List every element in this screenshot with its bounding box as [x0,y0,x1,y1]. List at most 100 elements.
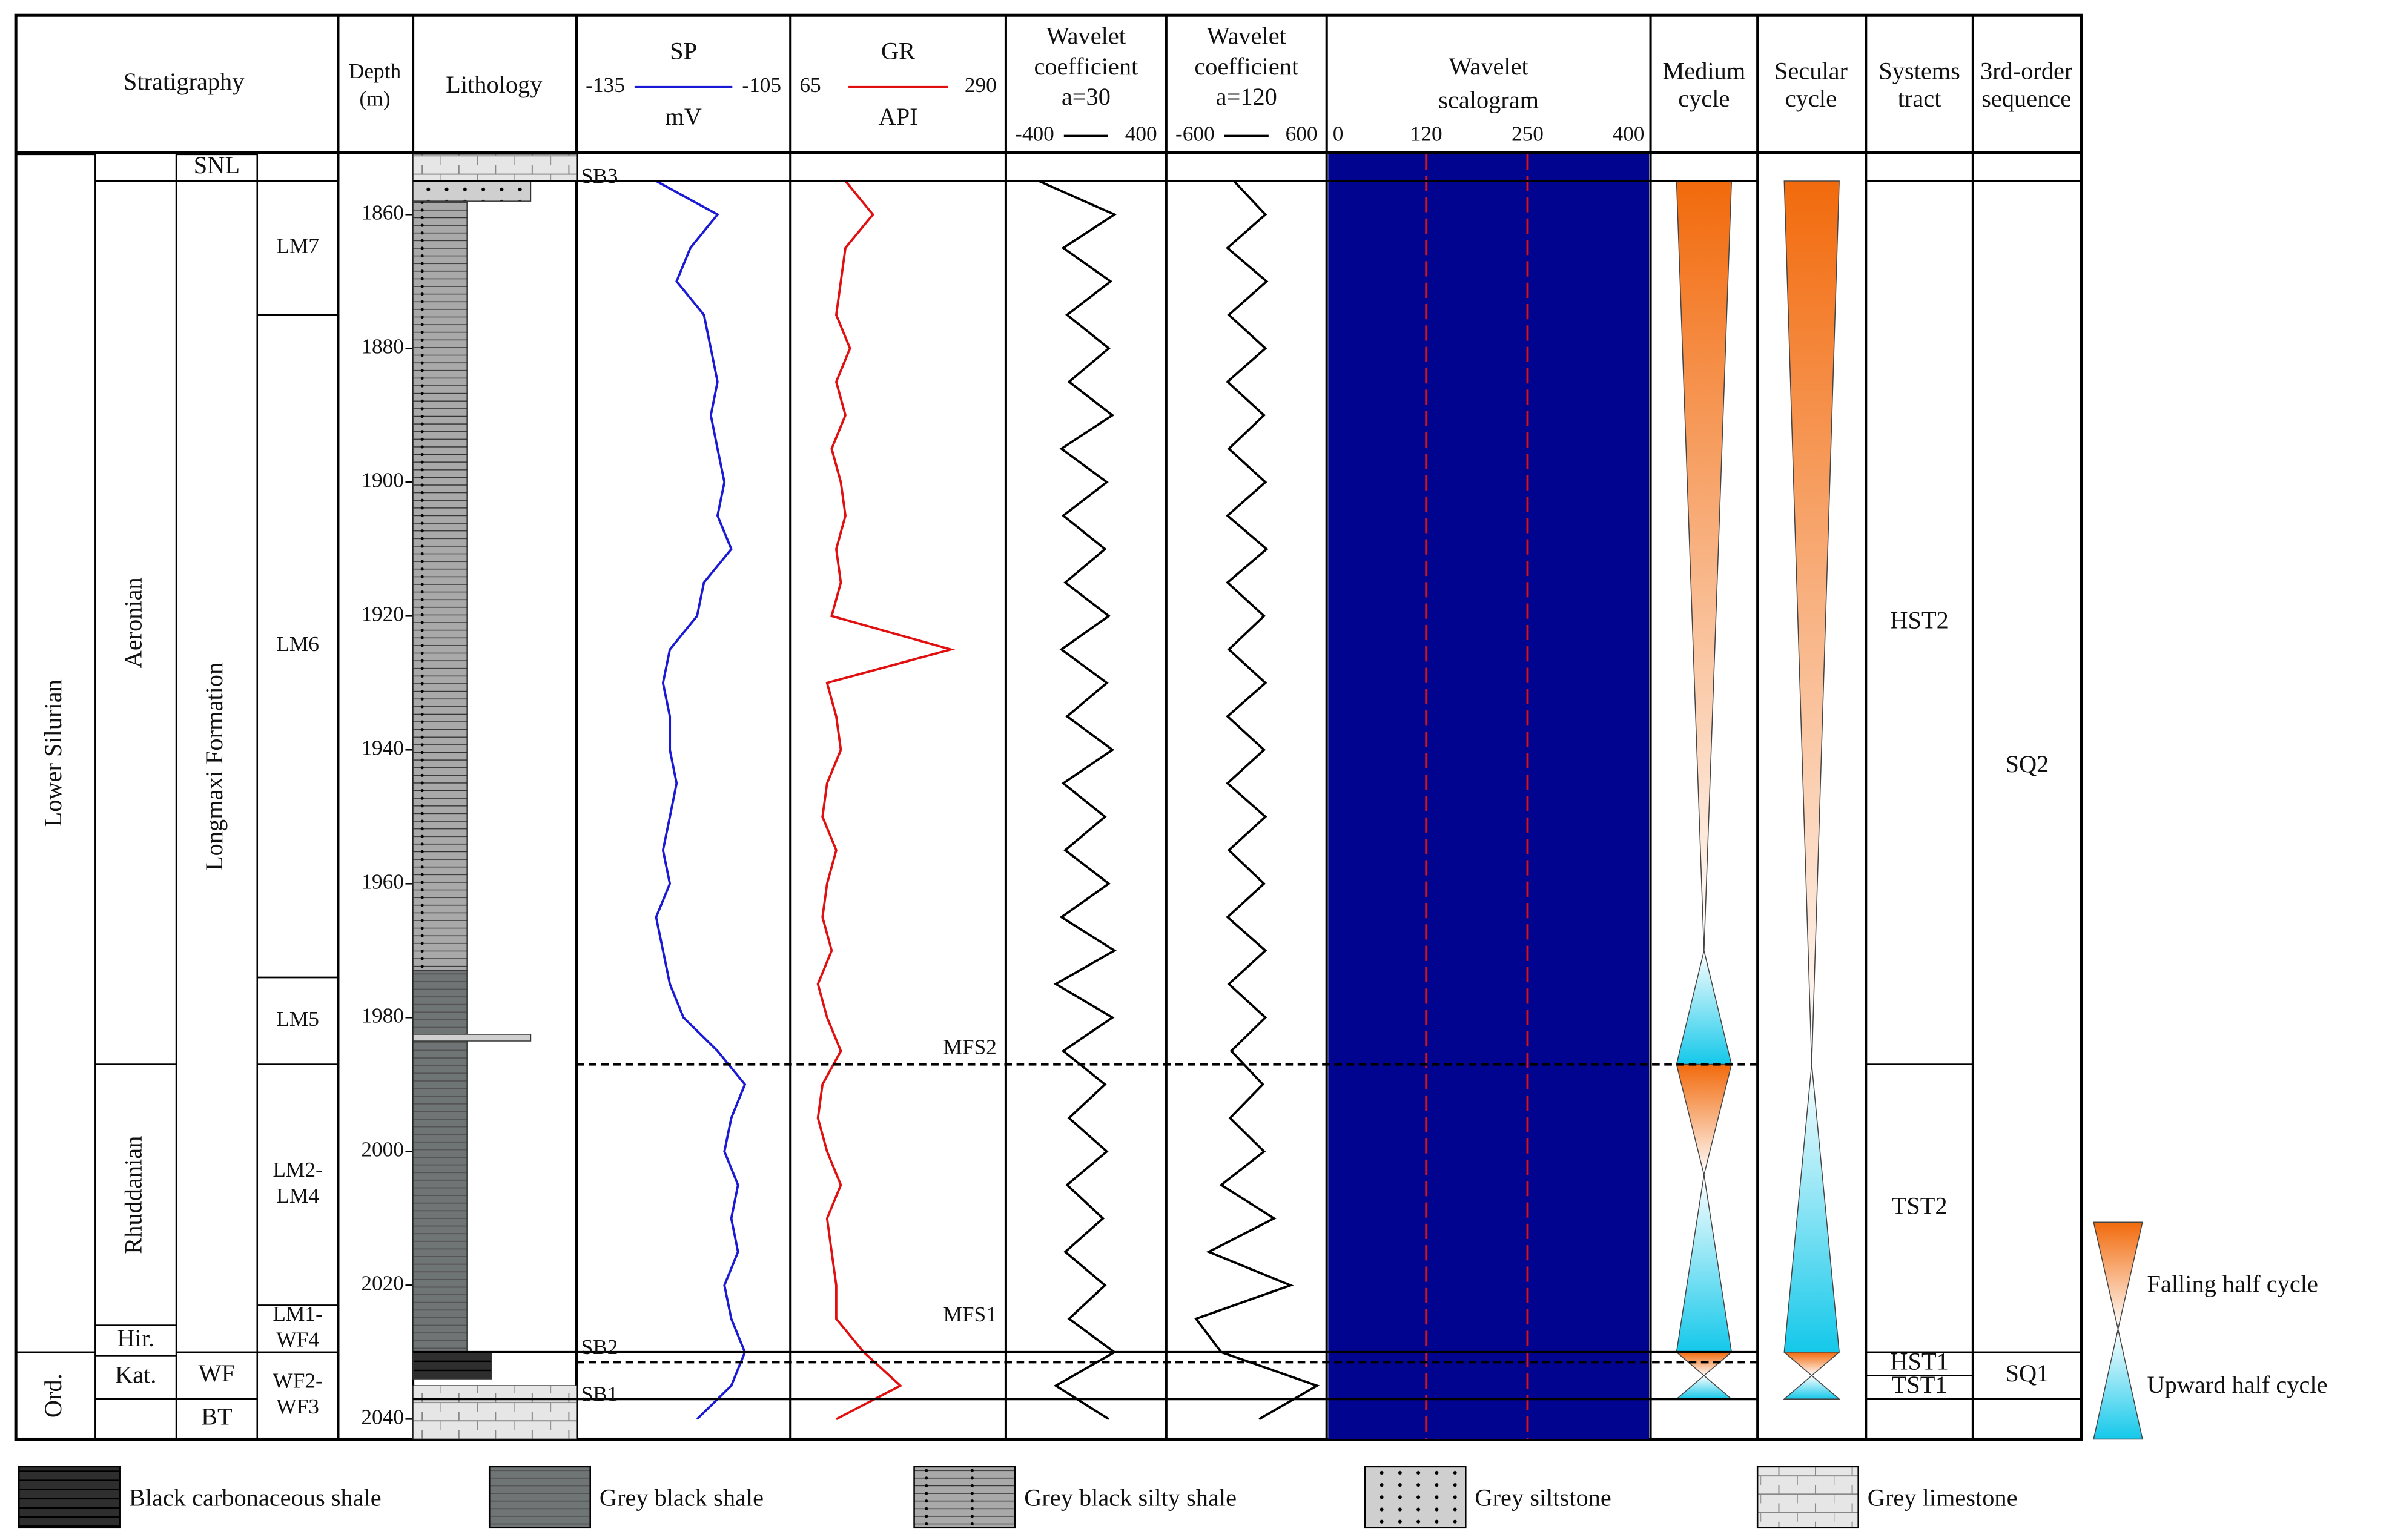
member-label: LM6 [276,632,319,656]
stage-label: Aeronian [119,577,147,668]
header-systems-tract: Systems [1878,57,1960,84]
lithology-interval [412,1385,577,1440]
systems-tract-label: HST1 [1890,1347,1948,1375]
formation-label: SNL [194,151,240,179]
depth-tick-label: 2020 [361,1271,404,1295]
scalogram-title: Wavelet [1449,53,1528,80]
scalogram-tick-label: 0 [1333,122,1344,146]
track-tick-label: -600 [1175,122,1215,146]
track-unit: API [879,103,918,130]
stage-label: Kat. [115,1361,156,1389]
track-tick-label: -135 [586,73,625,97]
lithology-swatch [18,1466,121,1529]
lithology-legend-label: Grey black silty shale [1024,1484,1237,1512]
cycle-legend-label: Upward half cycle [2147,1371,2327,1398]
systems-tract-label: HST2 [1890,607,1948,634]
surface-label: SB3 [581,164,618,188]
lithology-swatch [1756,1466,1859,1529]
system-label: Lower Silurian [39,679,67,827]
cycle-triangle [2093,1329,2143,1440]
header-medium-cycle: Medium [1662,57,1745,84]
member-label: LM5 [276,1007,319,1031]
header-sequence: 3rd-order [1980,57,2073,84]
track-title: GR [881,38,915,65]
depth-tick-label: 2000 [361,1137,404,1161]
header-secular-cycle: Secular [1774,57,1848,84]
cycle-legend-label: Falling half cycle [2147,1270,2318,1297]
lithology-swatch [488,1466,591,1529]
surface-label: SB1 [581,1382,618,1406]
formation-label: WF [199,1360,236,1387]
log-curve [1038,180,1117,1421]
depth-tick-label: 1960 [361,870,404,893]
track-tick-label: 600 [1286,122,1318,146]
member-label: LM1- [273,1302,322,1326]
cycle-triangle [1783,1375,1841,1400]
log-curve [655,180,747,1420]
surface-label: SB2 [581,1335,618,1359]
depth-tick-label: 1980 [361,1003,404,1027]
lithology-interval [412,970,468,1353]
lithology-interval [412,1352,492,1380]
lithology-interval [412,180,532,202]
cycle-triangle [1676,1063,1733,1175]
track-tick-label: 290 [965,73,997,97]
lithology-swatch [1364,1466,1467,1529]
stage-label: Rhuddanian [119,1136,147,1254]
cycle-triangle [1676,180,1733,951]
member-label: LM2- [273,1158,322,1181]
header-depth: Depth [349,59,401,83]
header-systems-tract: tract [1898,85,1941,112]
member-label: LM7 [276,234,319,258]
header-secular-cycle: cycle [1785,85,1837,112]
track-tick-label: -400 [1015,122,1054,146]
systems-tract-label: TST1 [1892,1371,1948,1398]
scalogram-tick-label: 120 [1410,122,1442,146]
scalogram-tick-label: 400 [1613,122,1645,146]
track-title: Wavelet [1207,22,1286,49]
system-label: Ord. [39,1373,67,1418]
track-title: coefficient [1194,53,1298,80]
depth-tick-label: 1880 [361,334,404,358]
depth-tick-label: 1860 [361,200,404,224]
member-label: WF2- [273,1369,322,1392]
lithology-interval [412,1034,532,1042]
log-curve [816,180,956,1421]
header-lithology: Lithology [446,71,543,98]
cycle-triangle [1676,1174,1733,1353]
lithology-legend-label: Grey siltstone [1475,1484,1611,1512]
depth-tick-label: 1900 [361,468,404,492]
header-sequence: sequence [1981,85,2071,112]
stage-label: Hir. [117,1324,154,1352]
log-curve [1194,180,1320,1421]
cycle-triangle [1783,1352,1841,1376]
cycle-triangle [1783,1064,1840,1353]
cycle-triangle [1676,950,1733,1065]
frame [14,13,2083,1441]
surface-label: MFS2 [943,1036,996,1059]
cycle-triangle [1675,1375,1733,1400]
sequence-label: SQ2 [2006,750,2049,778]
depth-tick-label: 1940 [361,736,404,759]
lithology-legend-label: Grey limestone [1868,1484,2018,1512]
lithology-legend-label: Grey black shale [600,1484,764,1512]
track-unit: mV [665,103,702,130]
track-tick-label: 65 [799,73,821,97]
lithology-swatch [913,1466,1016,1529]
scalogram-image [1328,154,1650,1439]
track-title: a=30 [1062,83,1111,110]
lithology-interval [412,154,577,182]
sequence-label: SQ1 [2006,1360,2049,1387]
lithology-legend-label: Black carbonaceous shale [129,1484,382,1512]
cycle-triangle [1675,1352,1733,1376]
member-label: LM4 [276,1184,319,1208]
header-medium-cycle: cycle [1678,85,1730,112]
track-title: coefficient [1034,53,1138,80]
track-title: Wavelet [1046,22,1126,49]
member-label: WF3 [276,1395,319,1418]
depth-tick-label: 2040 [361,1405,404,1429]
formation-label: BT [201,1403,233,1430]
member-label: WF4 [276,1328,319,1352]
track-title: SP [670,38,697,65]
